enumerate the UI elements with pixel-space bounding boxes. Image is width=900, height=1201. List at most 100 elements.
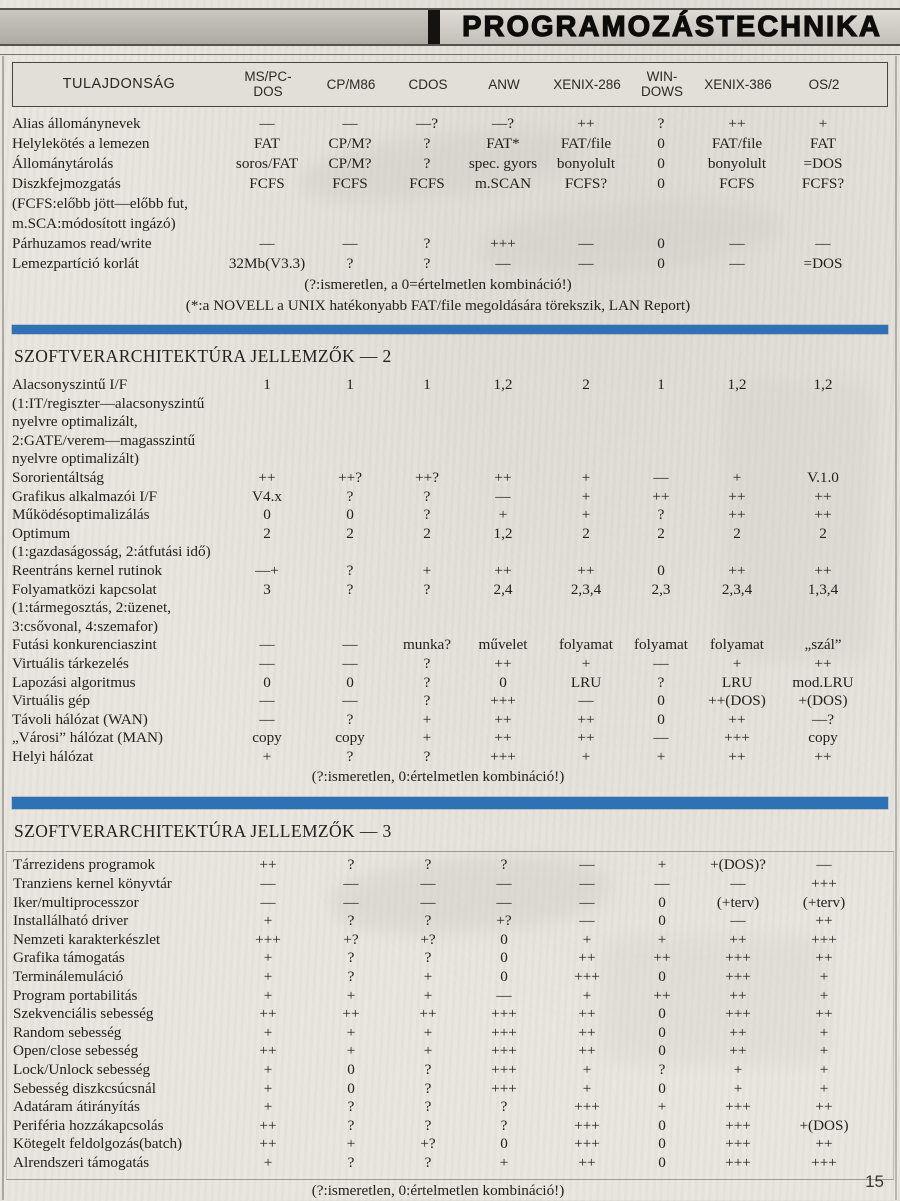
row-label: Lemezpartíció korlát (12, 255, 139, 272)
cell-value: 1,2 (813, 376, 833, 393)
os-table-header: TULAJDONSÁG MS/PC- DOS CP/M86 CDOS ANW XENIX… (12, 62, 888, 107)
row-label: „Városi” hálózat (MAN) (12, 729, 163, 747)
cell-value: ++ (814, 561, 832, 579)
cell-value: ++ (728, 487, 746, 505)
table-row: Grafikus alkalmazói I/F V4.x?? — + ++ ++ ++ (12, 488, 888, 507)
table-row: Futási konkurenciaszint — — munka? művelet fo… (12, 636, 888, 655)
cell-value: 0 (346, 506, 354, 524)
cell-value: — (496, 986, 512, 1004)
cell-value: + (657, 1098, 667, 1116)
table-row: Tárrezidens programok ++??? — + +(DOS)? — (7, 856, 893, 875)
section3-title: SZOFTVERARCHITEKTÚRA JELLEMZŐK — 3 (14, 821, 392, 842)
cell-value: 2,3 (651, 580, 671, 598)
cell-value: ? (424, 1061, 432, 1078)
column-header-os: XENIX-386 (704, 76, 772, 92)
cell-value: ++ (578, 949, 596, 967)
row-label: Futási konkurenciaszint (12, 636, 157, 654)
section3-footnote: (?:ismeretlen, 0:értelmetlen kombináció!… (311, 1181, 565, 1199)
cell-value: 2,3,4 (721, 580, 753, 598)
row-note: 3:csővonal, 4:szemafor) (12, 617, 158, 635)
cell-value: ? (424, 856, 432, 874)
cell-value: + (656, 747, 666, 765)
cell-value: — (342, 636, 358, 654)
cell-value: ++ (494, 710, 512, 728)
cell-value: ? (346, 487, 354, 505)
cell-value: + (581, 487, 591, 505)
cell-value: + (346, 1135, 356, 1153)
cell-value: — (342, 115, 358, 132)
cell-value: 0 (263, 506, 271, 524)
table-row: Távoli hálózat (WAN) —? + ++ ++ 0 ++ —? (12, 711, 888, 730)
table-row: Szekvenciális sebesség ++ ++ ++ +++ ++ 0 +++ ++ (7, 1005, 893, 1024)
cell-value: V4.x (252, 487, 282, 505)
table-row: Program portabilitás + + + — + ++ ++ + (7, 987, 893, 1006)
cell-value: — (653, 654, 669, 672)
cell-value: ++ (578, 1042, 596, 1060)
column-header-os: ANW (488, 76, 520, 92)
table-row: Iker/multiprocesszor — — — — — 0 (+terv) (+terv) (7, 894, 893, 913)
cell-value: 0 (499, 673, 507, 691)
cell-value: ++ (728, 710, 746, 728)
table-row: Sebesség diszkcsúcsnál +0? +++ +0 + + (7, 1080, 893, 1099)
cell-value: +++ (811, 1153, 837, 1171)
cell-value: +? (496, 912, 512, 930)
cell-value: —+ (255, 561, 279, 579)
table-row: Installálható driver +?? +? — 0 — ++ (7, 912, 893, 931)
row-note: nyelvre optimalizált) (12, 450, 139, 468)
cell-value: ? (657, 673, 665, 691)
cell-value: ++ (419, 1005, 437, 1023)
cell-value: folyamat (710, 636, 764, 654)
cell-value: ++ (578, 1005, 596, 1023)
cell-value: FCFS (409, 175, 445, 192)
table-row: Kötegelt feldolgozás(batch) ++ + +? 0 +++ 0 +++… (7, 1135, 893, 1154)
cell-value: 1,2 (493, 524, 513, 542)
cell-value: + (499, 1153, 509, 1171)
cell-value: + (263, 1061, 273, 1078)
cell-value: + (346, 1023, 356, 1041)
cell-value: + (263, 968, 273, 986)
cell-value: + (422, 710, 432, 728)
cell-value: ++ (815, 1098, 833, 1116)
cell-value: 0 (500, 1135, 508, 1153)
table-row: Random sebesség + + + +++ ++ 0 ++ + (7, 1024, 893, 1043)
cell-value: + (498, 506, 508, 524)
table-row: Működésoptimalizálás 0 0? + +? ++ ++ (12, 506, 888, 525)
cell-value: 0 (658, 1079, 666, 1097)
section2-footnote: (?:ismeretlen, 0:értelmetlen kombináció!… (311, 768, 565, 786)
row-label: Tárrezidens programok (13, 856, 156, 874)
cell-value: 1,2 (727, 376, 747, 393)
section2-table: Alacsonyszintű I/F 1 1 1 1,2 2 1 1,2 1,2 (1:IT/re… (12, 376, 888, 766)
cell-value: — (730, 875, 746, 893)
row-label: Állománytárolás (12, 155, 114, 172)
cell-value: + (263, 949, 273, 967)
cell-value: — (579, 856, 595, 874)
cell-value: +++ (574, 1098, 600, 1116)
row-label: Adatáram átirányítás (13, 1098, 140, 1116)
cell-value: — (259, 692, 275, 710)
cell-value: +? (343, 930, 359, 948)
cell-value: + (582, 986, 592, 1004)
section3-table: Tárrezidens programok ++??? — + +(DOS)? — Tran… (6, 851, 894, 1180)
cell-value: művelet (478, 636, 528, 654)
page-content: TULAJDONSÁG MS/PC- DOS CP/M86 CDOS ANW XENIX… (6, 62, 894, 1201)
column-header-os: WIN- DOWS (641, 69, 683, 99)
cell-value: ++ (494, 654, 512, 672)
cell-value: — (579, 875, 595, 893)
cell-value: ++ (578, 1153, 596, 1171)
cell-value: +(DOS) (799, 1116, 849, 1134)
cell-value: LRU (721, 673, 753, 691)
table-row: Tranziens kernel könyvtár — — — — — — — +++ (7, 875, 893, 894)
cell-value: 2 (819, 524, 827, 542)
cell-value: 2,3,4 (570, 580, 602, 598)
cell-value: — (259, 235, 275, 252)
cell-value: ? (424, 1098, 432, 1116)
cell-value: + (581, 506, 591, 524)
row-label: Párhuzamos read/write (12, 235, 152, 252)
row-label: Kötegelt feldolgozás(batch) (13, 1135, 183, 1153)
cell-value: + (263, 1023, 273, 1041)
cell-value: ++ (258, 468, 276, 486)
cell-value: ? (346, 255, 354, 272)
cell-value: + (582, 1061, 592, 1078)
cell-value: 0 (500, 949, 508, 967)
cell-value: ++ (259, 1116, 277, 1134)
